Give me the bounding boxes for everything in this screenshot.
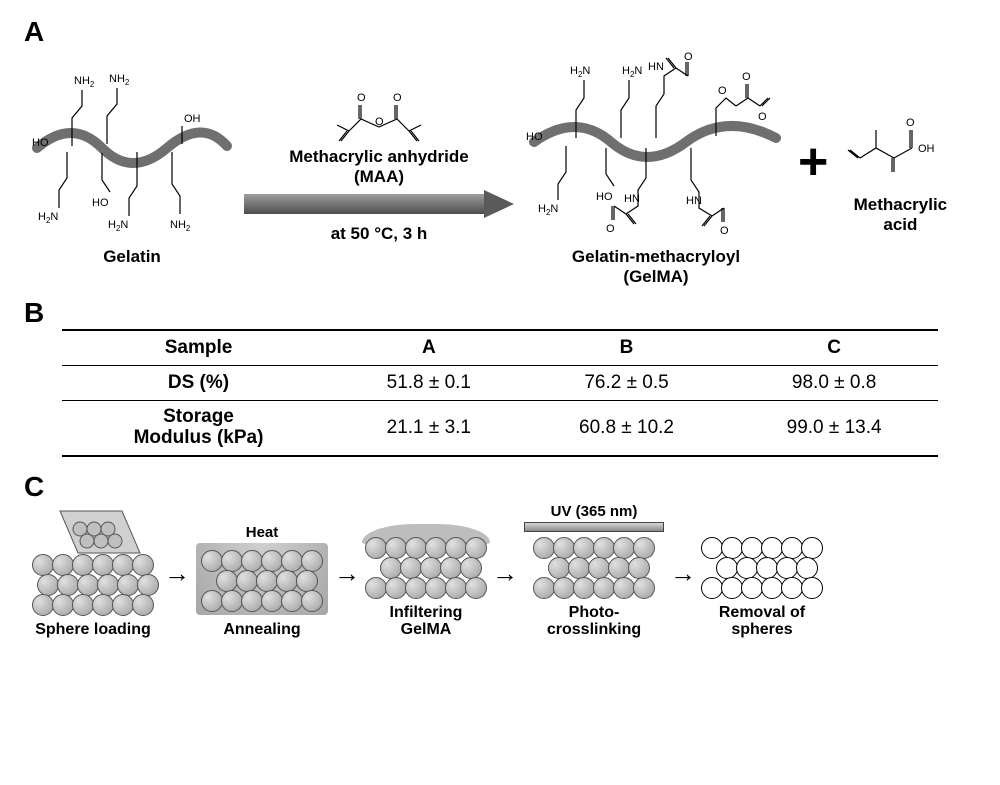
panel-b-label: B <box>24 297 976 329</box>
step-sphere-loading: Sphere loading <box>28 555 158 639</box>
methacrylic-acid-svg: O OH <box>840 100 950 180</box>
cell-mod-b: 60.8 ± 10.2 <box>523 401 731 456</box>
svg-text:O: O <box>606 223 615 235</box>
svg-text:H2N: H2N <box>38 211 58 225</box>
gelatin-caption: Gelatin <box>32 247 232 267</box>
th-col-c: C <box>730 330 938 366</box>
flow-arrow-2: → <box>334 558 360 589</box>
svg-text:H2N: H2N <box>622 65 642 79</box>
gelma-structure: HO H2N H2N HN O O O O H2N HO HN O HN O G… <box>526 48 786 287</box>
anneal-box <box>196 543 328 615</box>
pipette-icon <box>52 509 142 569</box>
svg-text:O: O <box>718 85 727 97</box>
step-annealing: Heat Annealing <box>196 524 328 639</box>
step-infiltering: Infiltering GelMA <box>366 538 486 639</box>
plus-sign: + <box>798 136 828 188</box>
step-removal: Removal of spheres <box>702 538 822 639</box>
porous-grid <box>702 538 822 598</box>
gelatin-svg: NH2 NH2 HO OH H2N HO H2N NH2 <box>32 68 232 238</box>
gelma-svg: HO H2N H2N HN O O O O H2N HO HN O HN O <box>526 48 786 238</box>
th-col-b: B <box>523 330 731 366</box>
uv-lamp-icon <box>524 522 664 532</box>
reagent-line2: (MAA) <box>354 167 404 186</box>
cell-ds-a: 51.8 ± 0.1 <box>335 366 523 401</box>
cell-mod-a: 21.1 ± 3.1 <box>335 401 523 456</box>
svg-text:NH2: NH2 <box>170 219 191 233</box>
svg-text:O: O <box>906 117 915 129</box>
step1-label: Sphere loading <box>35 621 151 639</box>
gelma-properties-table: Sample A B C DS (%) 51.8 ± 0.1 76.2 ± 0.… <box>62 329 938 457</box>
step5-label: Removal of spheres <box>719 604 805 639</box>
svg-text:HN: HN <box>686 195 702 207</box>
svg-text:HO: HO <box>32 137 49 149</box>
th-ds: DS (%) <box>62 366 335 401</box>
uv-label: UV (365 nm) <box>551 503 638 520</box>
gelma-caption-1: Gelatin-methacryloyl <box>572 247 740 266</box>
panel-c: C Sphere loading → Heat <box>24 471 976 639</box>
gelma-caption-2: (GelMA) <box>623 267 688 286</box>
step-photocrosslink: UV (365 nm) Photo- crosslinking <box>524 503 664 639</box>
reaction-condition: at 50 °C, 3 h <box>331 224 428 244</box>
maa-structure: O O O <box>319 91 439 145</box>
svg-text:O: O <box>393 92 402 104</box>
byproduct-caption-1: Methacrylic <box>854 195 948 214</box>
svg-text:O: O <box>720 225 729 237</box>
th-sample: Sample <box>62 330 335 366</box>
svg-text:H2N: H2N <box>108 219 128 233</box>
svg-text:HN: HN <box>648 61 664 73</box>
svg-text:HN: HN <box>624 193 640 205</box>
gelma-fill-box <box>366 538 486 598</box>
gelatin-structure: NH2 NH2 HO OH H2N HO H2N NH2 Gelatin <box>32 68 232 267</box>
svg-text:H2N: H2N <box>570 65 590 79</box>
svg-text:O: O <box>758 111 767 123</box>
flow-arrow-1: → <box>164 558 190 589</box>
step4-label: Photo- crosslinking <box>547 604 641 639</box>
flow-arrow-4: → <box>670 558 696 589</box>
workflow-row: Sphere loading → Heat Annealing → <box>24 503 976 639</box>
svg-text:O: O <box>684 51 693 63</box>
step3-label: Infiltering GelMA <box>390 604 463 639</box>
flow-arrow-3: → <box>492 558 518 589</box>
panel-a-content: NH2 NH2 HO OH H2N HO H2N NH2 Gelatin <box>24 48 976 287</box>
panel-a-label: A <box>24 16 976 48</box>
methacrylic-acid-structure: O OH Methacrylic acid <box>840 100 960 235</box>
panel-b: B Sample A B C DS (%) 51.8 ± 0.1 76.2 ± … <box>24 297 976 457</box>
panel-c-label: C <box>24 471 976 503</box>
reagent-line1: Methacrylic anhydride <box>289 147 469 166</box>
cell-ds-b: 76.2 ± 0.5 <box>523 366 731 401</box>
svg-text:NH2: NH2 <box>109 73 130 87</box>
svg-text:HO: HO <box>596 191 613 203</box>
svg-text:O: O <box>375 116 384 128</box>
svg-text:H2N: H2N <box>538 203 558 217</box>
th-col-a: A <box>335 330 523 366</box>
byproduct-caption-2: acid <box>883 215 917 234</box>
cell-mod-c: 99.0 ± 13.4 <box>730 401 938 456</box>
th-modulus-text: Storage Modulus (kPa) <box>134 406 264 448</box>
svg-text:HO: HO <box>526 131 543 143</box>
svg-text:O: O <box>357 92 366 104</box>
svg-text:OH: OH <box>184 113 201 125</box>
reaction-arrow <box>244 190 514 218</box>
panel-a: A <box>24 16 976 287</box>
svg-text:NH2: NH2 <box>74 75 95 89</box>
svg-text:O: O <box>742 71 751 83</box>
svg-text:HO: HO <box>92 197 109 209</box>
heat-label: Heat <box>246 524 279 541</box>
cell-ds-c: 98.0 ± 0.8 <box>730 366 938 401</box>
reaction-conditions: O O O Methacrylic anhydride (MAA) at 50 … <box>244 91 514 244</box>
svg-text:OH: OH <box>918 143 935 155</box>
th-modulus: Storage Modulus (kPa) <box>62 401 335 456</box>
step2-label: Annealing <box>223 621 300 639</box>
